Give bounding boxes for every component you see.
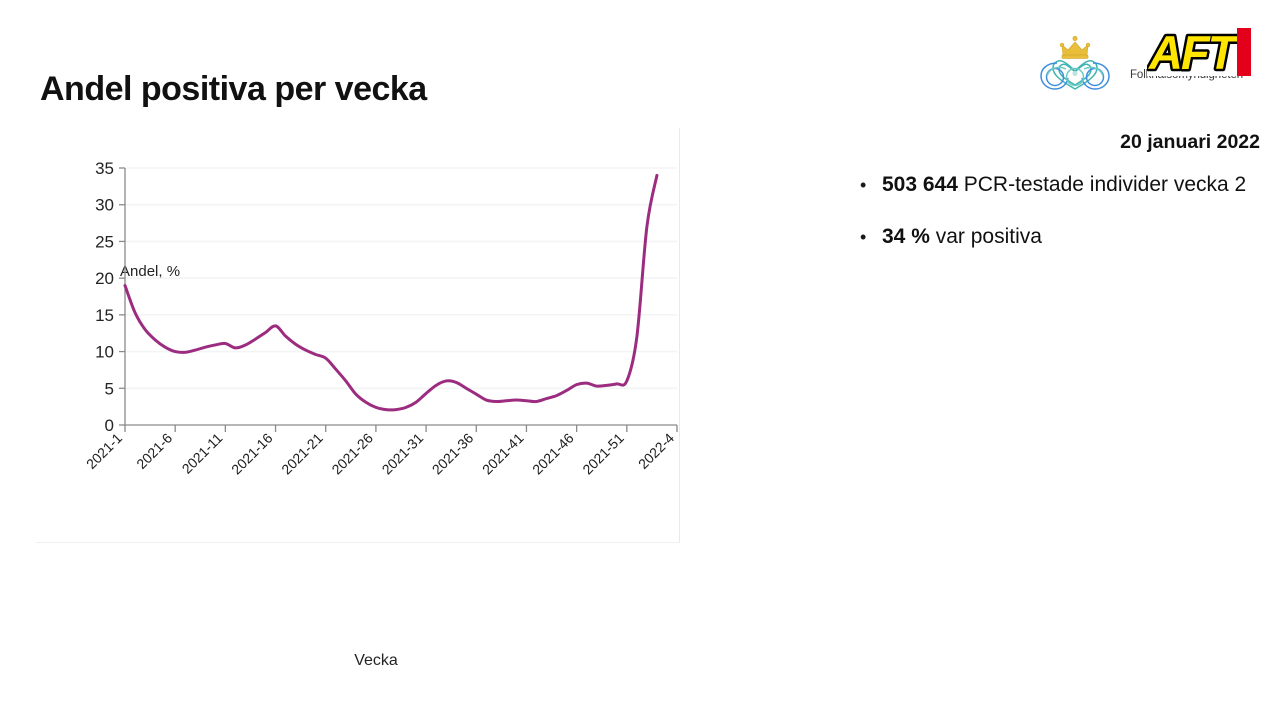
svg-text:2021-36: 2021-36 bbox=[429, 430, 477, 478]
svg-text:AFT: AFT bbox=[1148, 28, 1241, 76]
svg-text:25: 25 bbox=[95, 232, 114, 251]
y-axis-label: Andel, % bbox=[120, 263, 181, 280]
svg-text:AFT: AFT bbox=[1148, 28, 1241, 76]
bullet-rest: var positiva bbox=[929, 225, 1042, 248]
crown-clover-emblem-icon bbox=[1040, 36, 1110, 90]
svg-text:2021-31: 2021-31 bbox=[379, 430, 427, 478]
svg-text:5: 5 bbox=[105, 379, 114, 398]
info-panel: Folkhälsomyndigheten AFT AFT 20 januari … bbox=[840, 0, 1280, 720]
bullet-text: 34 % var positiva bbox=[882, 222, 1042, 252]
bullet-text: 503 644 PCR-testade individer vecka 2 bbox=[882, 170, 1246, 200]
logo-row: Folkhälsomyndigheten AFT AFT bbox=[1035, 25, 1280, 105]
page-title: Andel positiva per vecka bbox=[40, 70, 427, 108]
bullet-list: • 503 644 PCR-testade individer vecka 2 … bbox=[856, 170, 1276, 274]
list-item: • 34 % var positiva bbox=[856, 222, 1276, 252]
svg-text:0: 0 bbox=[105, 416, 114, 435]
svg-text:2021-21: 2021-21 bbox=[278, 430, 326, 478]
svg-text:20: 20 bbox=[95, 269, 114, 288]
svg-text:2021-26: 2021-26 bbox=[328, 430, 376, 478]
svg-text:2021-6: 2021-6 bbox=[133, 430, 175, 472]
svg-text:2021-16: 2021-16 bbox=[228, 430, 276, 478]
bullet-rest: PCR-testade individer vecka 2 bbox=[957, 173, 1247, 196]
svg-text:2021-51: 2021-51 bbox=[579, 430, 627, 478]
x-axis-label: Vecka bbox=[354, 652, 398, 669]
chart-panel: Andel positiva per vecka Andel, % 0 5 10 15… bbox=[0, 0, 700, 669]
svg-text:35: 35 bbox=[95, 159, 114, 178]
svg-text:2021-1: 2021-1 bbox=[83, 430, 125, 472]
svg-text:2022-4: 2022-4 bbox=[635, 430, 677, 472]
svg-text:2021-46: 2021-46 bbox=[529, 430, 577, 478]
bullet-marker-icon: • bbox=[860, 175, 867, 195]
svg-text:30: 30 bbox=[95, 196, 114, 215]
svg-text:15: 15 bbox=[95, 306, 114, 325]
report-date: 20 januari 2022 bbox=[1120, 131, 1260, 153]
svg-text:2021-41: 2021-41 bbox=[479, 430, 527, 478]
bullet-marker-icon: • bbox=[860, 227, 867, 247]
chart-canvas: 0 5 10 15 20 25 30 35 2021-1 2021-6 2021-11 2021-16… bbox=[83, 159, 678, 478]
bullet-strong: 34 % bbox=[882, 225, 930, 248]
list-item: • 503 644 PCR-testade individer vecka 2 bbox=[856, 170, 1276, 200]
line-chart: Andel, % 0 5 10 15 20 25 30 35 2021-1 2021-6 2021-… bbox=[36, 128, 680, 669]
svg-text:2021-11: 2021-11 bbox=[179, 430, 226, 477]
bullet-strong: 503 644 bbox=[882, 173, 958, 196]
svg-text:10: 10 bbox=[95, 343, 114, 362]
aftonbladet-logo-icon: AFT AFT bbox=[1147, 28, 1251, 76]
